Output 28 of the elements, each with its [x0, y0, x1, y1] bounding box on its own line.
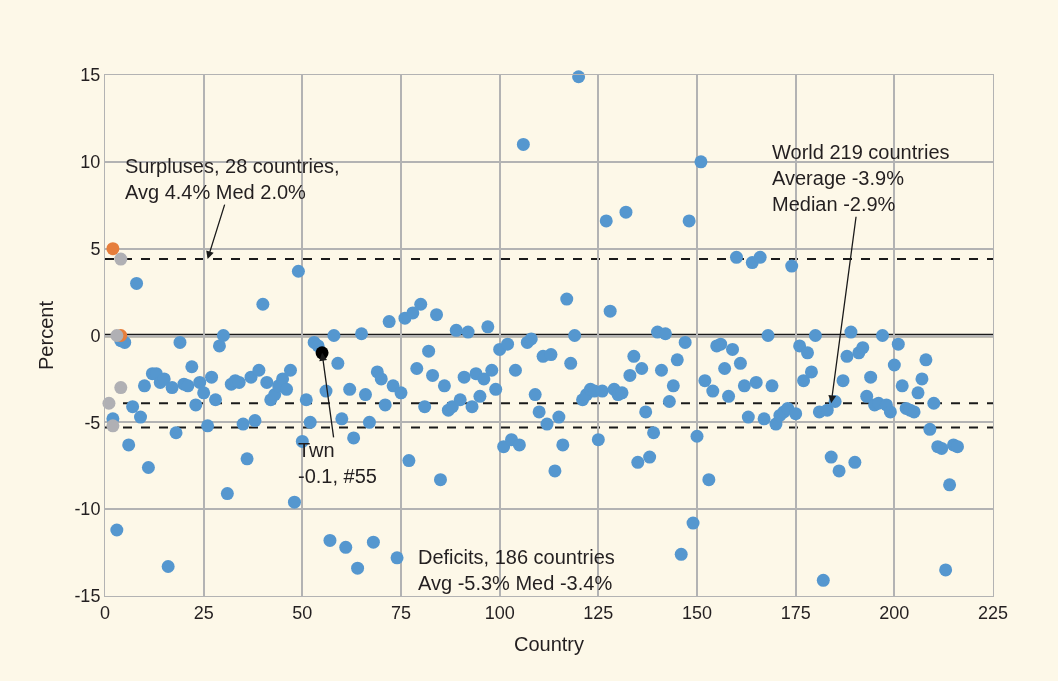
point	[106, 419, 120, 433]
y-axis-title: Percent	[34, 300, 57, 370]
point	[114, 381, 128, 395]
y-tick-label: 0	[90, 325, 101, 346]
point	[114, 252, 128, 266]
annotation: Deficits, 186 countries Avg -5.3% Med -3.4%	[418, 546, 615, 594]
y-tick-label: -5	[84, 412, 101, 433]
y-tick-label: -15	[74, 586, 101, 607]
y-tick-label: 5	[90, 238, 101, 259]
x-tick-label: 50	[292, 602, 313, 623]
annotation: Twn -0.1, #55	[298, 439, 377, 487]
y-tick-label: 15	[80, 65, 101, 86]
annotation: World 219 countries Average -3.9% Median -2.9%	[772, 141, 950, 215]
x-axis-title: Country	[513, 633, 585, 656]
x-tick-label: 150	[681, 602, 713, 623]
x-tick-label: 100	[484, 602, 515, 623]
x-tick-label: 75	[390, 602, 412, 623]
x-tick-label: 125	[583, 602, 614, 623]
x-tick-label: 175	[780, 602, 811, 623]
point	[102, 396, 116, 410]
x-tick-label: 225	[977, 602, 1009, 623]
y-tick-label: -10	[74, 499, 101, 520]
x-tick-label: 200	[879, 602, 910, 623]
point	[110, 329, 124, 342]
annotation: Surpluses, 28 countries, Avg 4.4% Med 2.0%	[125, 155, 340, 203]
y-tick-label: 10	[80, 152, 101, 173]
point	[106, 242, 120, 256]
x-tick-label: 25	[193, 602, 214, 623]
